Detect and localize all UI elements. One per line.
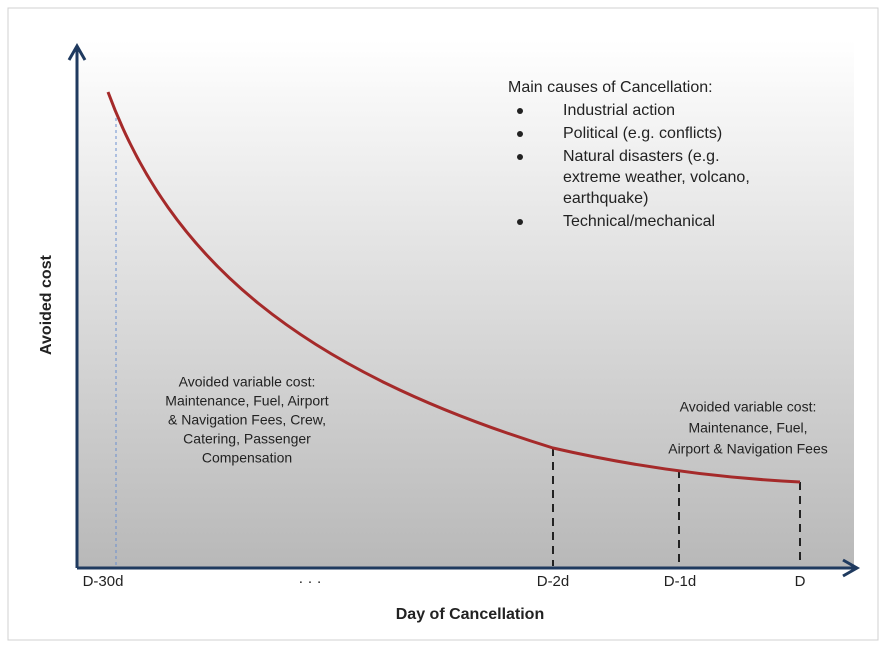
cause-item: Technical/mechanical [563,213,715,230]
guide-lines [552,448,801,566]
cost-curve [106,91,801,484]
cause-item: extreme weather, volcano, [563,169,750,186]
annotation: Avoided variable cost: [680,399,817,415]
axes [67,42,861,578]
x-tick-label: D-2d [537,573,570,590]
annotation: Compensation [202,450,292,466]
bullet [517,219,523,225]
annotation: Catering, Passenger [183,431,311,447]
x-tick-label: D [795,573,806,590]
annotation: Avoided variable cost: [179,374,316,390]
annotation: Maintenance, Fuel, [688,420,807,436]
bullet [517,154,523,160]
cause-item: Political (e.g. conflicts) [563,125,722,142]
annotation: Airport & Navigation Fees [668,441,828,457]
bullet [517,108,523,114]
cause-item: Industrial action [563,102,675,119]
bullet [517,131,523,137]
y-axis-label: Avoided cost [38,254,55,355]
cause-item: earthquake) [563,190,648,207]
x-tick-label: D-30d [83,573,124,590]
x-tick-label: D-1d [664,573,697,590]
annotation: & Navigation Fees, Crew, [168,412,326,428]
x-tick-label: · · · [298,573,321,590]
cause-item: Natural disasters (e.g. [563,148,720,165]
x-axis-label: Day of Cancellation [396,606,544,623]
annotation: Maintenance, Fuel, Airport [165,393,329,409]
causes-title: Main causes of Cancellation: [508,79,713,96]
plot-background [78,40,854,568]
